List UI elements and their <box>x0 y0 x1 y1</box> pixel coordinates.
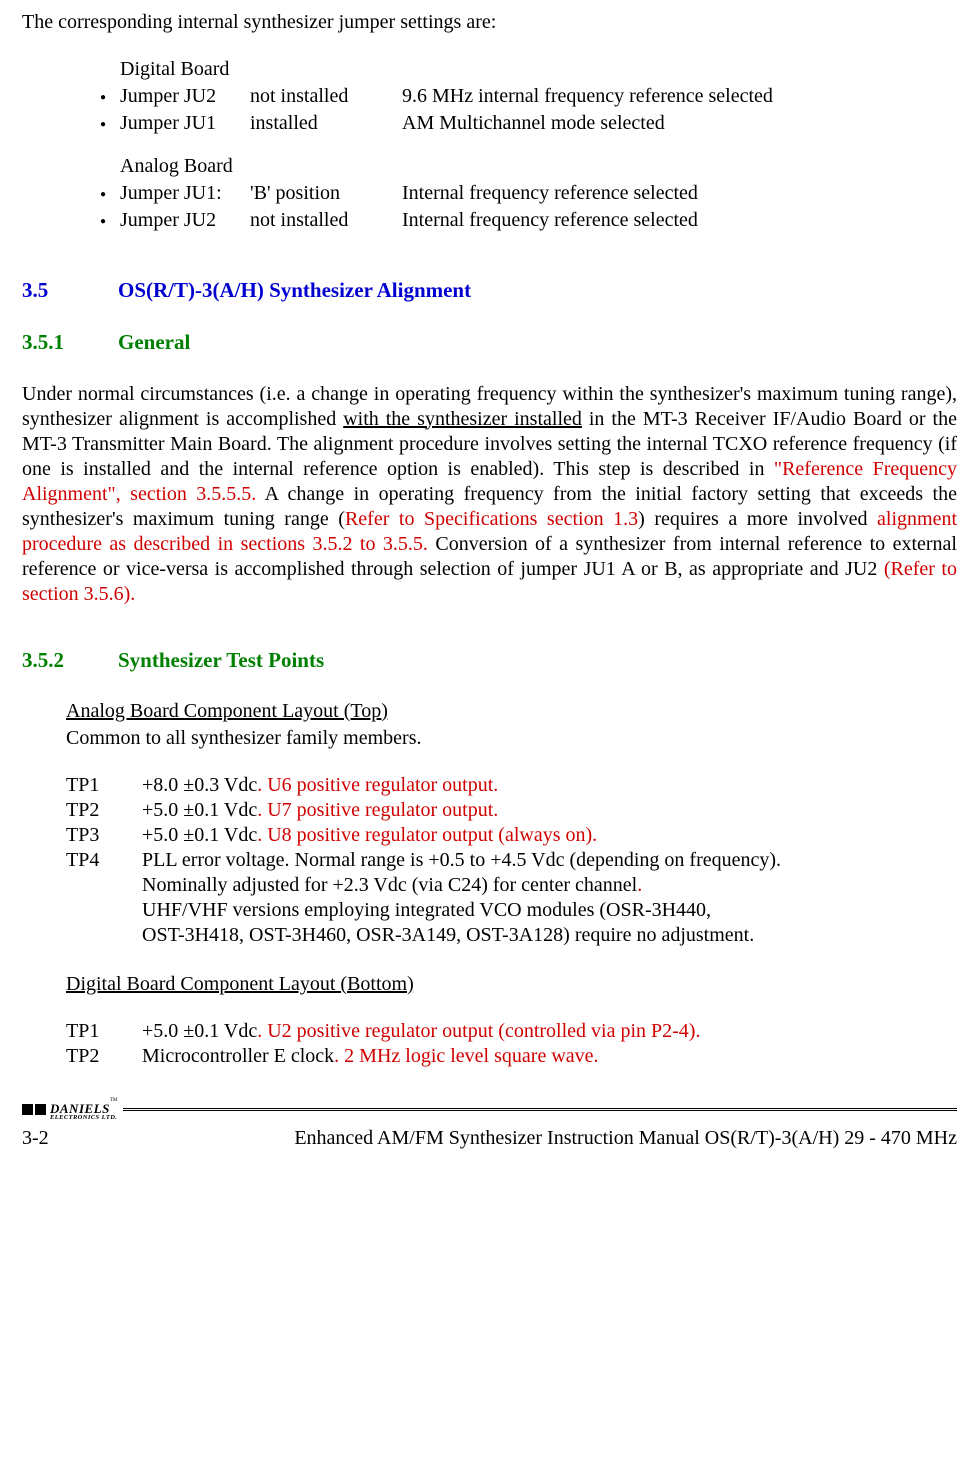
tp-value: Microcontroller E clock <box>142 1045 334 1067</box>
jumper-name: Jumper JU1: <box>120 181 250 206</box>
section-3-5-2-heading: 3.5.2Synthesizer Test Points <box>22 647 957 673</box>
tp-label: TP1 <box>66 1019 142 1044</box>
tp4-continuation: Nominally adjusted for +2.3 Vdc (via C24… <box>142 873 957 898</box>
analog-board-block: Analog Board ● Jumper JU1: 'B' position … <box>22 154 957 233</box>
tp-label: TP4 <box>66 848 142 873</box>
tp-sep: . U7 positive regulator output. <box>257 799 498 821</box>
tp-desc: Microcontroller E clock. 2 MHz logic lev… <box>142 1044 957 1069</box>
bullet-icon: ● <box>100 111 120 136</box>
analog-tp-block: TP1 +8.0 ±0.3 Vdc. U6 positive regulator… <box>66 773 957 948</box>
analog-board-title: Analog Board <box>120 154 957 179</box>
tp-sep: . U2 positive regulator output (controll… <box>257 1020 700 1042</box>
bullet-icon: ● <box>100 181 120 206</box>
logo-main-text: DANIELSTM <box>50 1099 117 1115</box>
table-row: TP4 PLL error voltage. Normal range is +… <box>66 848 957 873</box>
tp-value: +5.0 ±0.1 Vdc <box>142 799 257 821</box>
tp-sep: . 2 MHz logic level square wave. <box>334 1045 598 1067</box>
jumper-desc: Internal frequency reference selected <box>402 181 957 206</box>
jumper-name: Jumper JU2 <box>120 208 250 233</box>
analog-top-block: Analog Board Component Layout (Top) Comm… <box>22 699 957 1069</box>
jumper-state: installed <box>250 111 402 136</box>
text-fragment: ) requires a more involved <box>638 508 877 530</box>
jumper-desc: AM Multichannel mode selected <box>402 111 957 136</box>
footer-divider <box>123 1108 957 1112</box>
tp-desc: +8.0 ±0.3 Vdc. U6 positive regulator out… <box>142 773 957 798</box>
digital-bottom-title: Digital Board Component Layout (Bottom) <box>66 972 957 997</box>
table-row: ● Jumper JU2 not installed Internal freq… <box>100 208 957 233</box>
jumper-state: 'B' position <box>250 181 402 206</box>
analog-top-title: Analog Board Component Layout (Top) <box>66 699 957 724</box>
table-row: TP3 +5.0 ±0.1 Vdc. U8 positive regulator… <box>66 823 957 848</box>
tp4-line: OST-3H418, OST-3H460, OSR-3A149, OST-3A1… <box>142 924 754 946</box>
jumper-desc: Internal frequency reference selected <box>402 208 957 233</box>
digital-board-title: Digital Board <box>120 57 957 82</box>
jumper-name: Jumper JU1 <box>120 111 250 136</box>
jumper-name: Jumper JU2 <box>120 84 250 109</box>
bullet-icon: ● <box>100 208 120 233</box>
table-row: TP1 +5.0 ±0.1 Vdc. U2 positive regulator… <box>66 1019 957 1044</box>
tp-sep: . U8 positive regulator output (always o… <box>257 824 597 846</box>
manual-title: Enhanced AM/FM Synthesizer Instruction M… <box>294 1126 957 1151</box>
heading-number: 3.5.1 <box>22 329 118 355</box>
heading-number: 3.5 <box>22 277 118 303</box>
tp-label: TP2 <box>66 1044 142 1069</box>
tp-value: PLL error voltage. Normal range is +0.5 … <box>142 849 781 871</box>
section-3-5-1-heading: 3.5.1General <box>22 329 957 355</box>
jumper-state: not installed <box>250 84 402 109</box>
tp4-continuation: UHF/VHF versions employing integrated VC… <box>142 898 957 923</box>
tp-value: +5.0 ±0.1 Vdc <box>142 1020 257 1042</box>
page-footer: DANIELSTM ELECTRONICS LTD. 3-2 Enhanced … <box>22 1099 957 1151</box>
logo-sub-text: ELECTRONICS LTD. <box>50 1115 117 1120</box>
tp4-line: Nominally adjusted for +2.3 Vdc (via C24… <box>142 874 637 896</box>
heading-title: General <box>118 330 190 354</box>
heading-title: Synthesizer Test Points <box>118 648 324 672</box>
digital-tp-block: TP1 +5.0 ±0.1 Vdc. U2 positive regulator… <box>66 1019 957 1069</box>
tp4-line: UHF/VHF versions employing integrated VC… <box>142 899 711 921</box>
tp-desc: +5.0 ±0.1 Vdc. U7 positive regulator out… <box>142 798 957 823</box>
cross-ref-text: Refer to Specifications section 1.3 <box>345 508 638 530</box>
tp-label: TP1 <box>66 773 142 798</box>
table-row: TP2 Microcontroller E clock. 2 MHz logic… <box>66 1044 957 1069</box>
table-row: ● Jumper JU1: 'B' position Internal freq… <box>100 181 957 206</box>
tp-sep: . U6 positive regulator output. <box>257 774 498 796</box>
jumper-desc: 9.6 MHz internal frequency reference sel… <box>402 84 957 109</box>
digital-board-block: Digital Board ● Jumper JU2 not installed… <box>22 57 957 136</box>
table-row: TP1 +8.0 ±0.3 Vdc. U6 positive regulator… <box>66 773 957 798</box>
footer-text: 3-2 Enhanced AM/FM Synthesizer Instructi… <box>22 1126 957 1151</box>
tp-value: +8.0 ±0.3 Vdc <box>142 774 257 796</box>
jumper-state: not installed <box>250 208 402 233</box>
page-number: 3-2 <box>22 1126 49 1151</box>
tp-desc: PLL error voltage. Normal range is +0.5 … <box>142 848 957 873</box>
tp-desc: +5.0 ±0.1 Vdc. U8 positive regulator out… <box>142 823 957 848</box>
table-row: ● Jumper JU1 installed AM Multichannel m… <box>100 111 957 136</box>
table-row: TP2 +5.0 ±0.1 Vdc. U7 positive regulator… <box>66 798 957 823</box>
daniels-logo: DANIELSTM ELECTRONICS LTD. <box>22 1099 117 1120</box>
heading-title: OS(R/T)-3(A/H) Synthesizer Alignment <box>118 278 471 302</box>
general-paragraph: Under normal circumstances (i.e. a chang… <box>22 382 957 607</box>
tp4-sep: . <box>637 874 642 896</box>
section-3-5-heading: 3.5OS(R/T)-3(A/H) Synthesizer Alignment <box>22 277 957 303</box>
analog-top-note: Common to all synthesizer family members… <box>66 726 957 751</box>
footer-rule: DANIELSTM ELECTRONICS LTD. <box>22 1099 957 1120</box>
tp-label: TP3 <box>66 823 142 848</box>
logo-icon <box>22 1104 46 1115</box>
underlined-text: with the synthesizer installed <box>343 408 582 430</box>
tp4-continuation: OST-3H418, OST-3H460, OSR-3A149, OST-3A1… <box>142 923 957 948</box>
tp-value: +5.0 ±0.1 Vdc <box>142 824 257 846</box>
intro-text: The corresponding internal synthesizer j… <box>22 10 957 35</box>
table-row: ● Jumper JU2 not installed 9.6 MHz inter… <box>100 84 957 109</box>
bullet-icon: ● <box>100 84 120 109</box>
tp-desc: +5.0 ±0.1 Vdc. U2 positive regulator out… <box>142 1019 957 1044</box>
tp-label: TP2 <box>66 798 142 823</box>
heading-number: 3.5.2 <box>22 647 118 673</box>
